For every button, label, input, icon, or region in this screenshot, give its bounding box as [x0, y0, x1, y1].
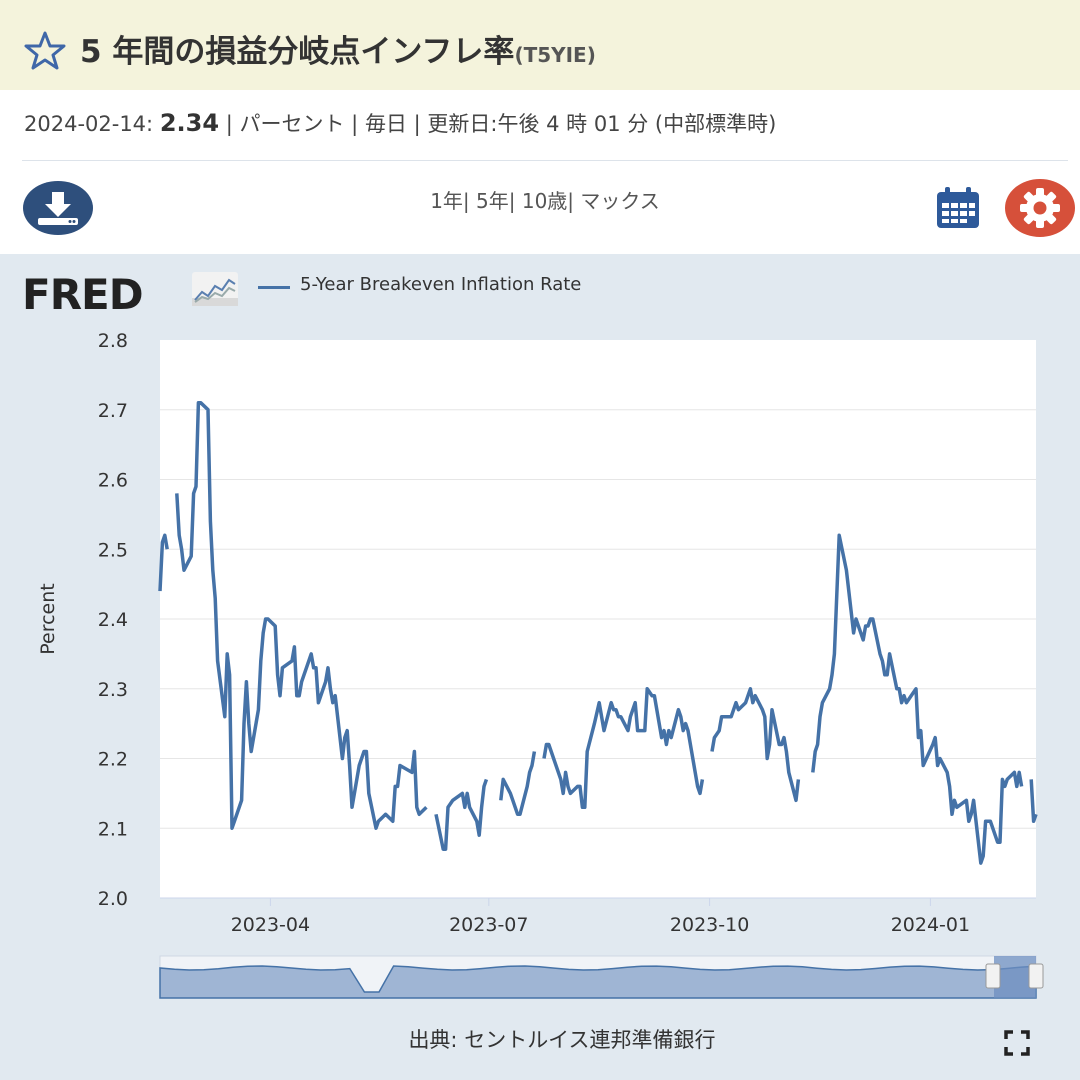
calendar-icon[interactable] — [935, 186, 981, 230]
series-line — [710, 687, 801, 803]
source-note: 出典: セントルイス連邦準備銀行 — [408, 1028, 716, 1052]
series-title: 5 年間の損益分岐点インフレ率 — [80, 34, 515, 70]
series-code: (T5YIE) — [514, 43, 596, 67]
observation-date: 2024-02-14: — [24, 112, 154, 136]
observation-value: 2.34 — [159, 109, 220, 137]
page-title: 5 年間の損益分岐点インフレ率(T5YIE) — [80, 26, 596, 71]
series-meta: 2024-02-14: 2.34 | パーセント | 毎日 | 更新日:午後 4… — [24, 108, 776, 138]
x-tick-label: 2023-07 — [449, 914, 528, 936]
meta-separator: | — [225, 112, 233, 136]
navigator-handle-left — [985, 963, 1001, 989]
gear-icon[interactable] — [1004, 178, 1076, 238]
legend-swatch — [258, 286, 290, 289]
series-line — [158, 533, 169, 592]
range-5y[interactable]: 5年| — [476, 189, 516, 213]
series-line — [542, 687, 705, 810]
x-tick-label: 2023-10 — [670, 914, 749, 936]
updated-label: 更新日:午後 4 時 01 分 (中部標準時) — [427, 112, 777, 136]
y-tick-label: 2.7 — [98, 400, 128, 422]
y-tick-label: 2.0 — [98, 888, 128, 910]
y-tick-label: 2.5 — [98, 539, 128, 561]
star-icon[interactable] — [22, 30, 68, 70]
legend-label: 5-Year Breakeven Inflation Rate — [300, 274, 582, 295]
x-tick-label: 2023-04 — [231, 914, 310, 936]
x-tick-label: 2024-01 — [891, 914, 970, 936]
fred-logo: FRED — [22, 270, 144, 319]
range-selector: 1年| 5年| 10歳| マックス — [0, 185, 1080, 214]
range-max[interactable]: マックス — [580, 189, 660, 213]
line-chart: 2.0 2.1 2.2 2.3 2.4 2.5 2.6 2.7 2.8 2023-04 2023-0… — [37, 330, 1044, 999]
y-tick-label: 2.3 — [98, 679, 128, 701]
fullscreen-icon[interactable] — [1004, 1030, 1030, 1056]
range-10y[interactable]: 10歳| — [521, 189, 575, 213]
range-1y[interactable]: 1年| — [430, 189, 470, 213]
download-icon[interactable] — [22, 180, 94, 236]
series-line — [175, 401, 428, 830]
title-bar: 5 年間の損益分岐点インフレ率(T5YIE) — [0, 0, 1080, 90]
y-tick-label: 2.6 — [98, 470, 128, 492]
series-line — [499, 751, 537, 817]
series-line — [1029, 779, 1038, 824]
navigator-series — [159, 965, 1037, 999]
meta-separator: | — [351, 112, 359, 136]
y-tick-label: 2.8 — [98, 330, 128, 352]
y-tick-label: 2.1 — [98, 818, 128, 840]
divider — [22, 160, 1068, 161]
series-line — [434, 778, 489, 851]
frequency-label: 毎日 — [364, 112, 407, 136]
fred-chart-icon — [192, 272, 238, 306]
navigator-handle-right — [1028, 963, 1044, 989]
y-tick-label: 2.4 — [98, 609, 128, 631]
meta-separator: | — [413, 112, 421, 136]
y-tick-label: 2.2 — [98, 749, 128, 771]
series-line — [811, 533, 1024, 865]
unit-label: パーセント — [239, 112, 345, 136]
y-axis-label: Percent — [37, 583, 59, 655]
